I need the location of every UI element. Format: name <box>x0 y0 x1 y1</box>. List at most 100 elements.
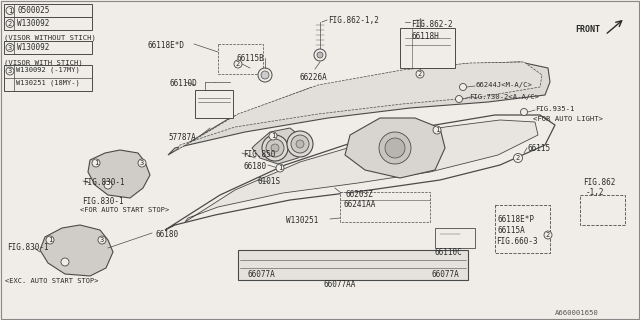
Text: 3: 3 <box>100 237 104 243</box>
Polygon shape <box>165 115 555 230</box>
Text: 1: 1 <box>48 237 52 243</box>
Circle shape <box>258 68 272 82</box>
Text: FIG.830-1: FIG.830-1 <box>7 243 49 252</box>
Text: <FOR AUTO LIGHT>: <FOR AUTO LIGHT> <box>533 116 603 122</box>
Text: 66244J<M-A/C>: 66244J<M-A/C> <box>475 82 532 88</box>
Text: 1: 1 <box>94 160 98 166</box>
Text: FIG.830-1: FIG.830-1 <box>83 178 125 187</box>
Text: W130251: W130251 <box>286 216 318 225</box>
Circle shape <box>269 132 277 140</box>
Polygon shape <box>252 128 305 164</box>
Text: 66241AA: 66241AA <box>343 200 376 209</box>
Text: 2: 2 <box>516 155 520 161</box>
Polygon shape <box>40 225 113 276</box>
Circle shape <box>276 164 284 172</box>
Text: FIG.935-1: FIG.935-1 <box>535 106 574 112</box>
Text: 66110C: 66110C <box>434 248 462 257</box>
Text: FIG.660-3: FIG.660-3 <box>496 237 538 246</box>
Polygon shape <box>185 120 538 222</box>
Text: -1,2: -1,2 <box>586 188 605 197</box>
Circle shape <box>266 139 284 157</box>
Text: 66077AA: 66077AA <box>323 280 355 289</box>
Text: W130092 (-17MY): W130092 (-17MY) <box>16 67 80 73</box>
Text: 66180: 66180 <box>155 230 178 239</box>
Text: 1: 1 <box>271 133 275 139</box>
Circle shape <box>138 159 146 167</box>
Text: FIG.830-1: FIG.830-1 <box>82 197 124 206</box>
Text: 1: 1 <box>8 7 12 13</box>
Text: 66118E*D: 66118E*D <box>148 41 185 50</box>
Text: 0500025: 0500025 <box>17 5 49 14</box>
Circle shape <box>6 44 14 52</box>
Text: 3: 3 <box>8 68 12 74</box>
Circle shape <box>291 135 309 153</box>
Circle shape <box>287 131 313 157</box>
Text: 2: 2 <box>236 61 240 67</box>
Circle shape <box>6 67 14 75</box>
Text: 66077A: 66077A <box>248 270 276 279</box>
Circle shape <box>234 60 242 68</box>
Bar <box>4 41 92 54</box>
Bar <box>218 44 263 74</box>
Polygon shape <box>168 62 550 155</box>
Circle shape <box>296 140 304 148</box>
Bar <box>238 250 468 280</box>
Text: 3: 3 <box>8 44 12 51</box>
Polygon shape <box>88 150 150 198</box>
Circle shape <box>385 138 405 158</box>
Text: <FOR AUTO START STOP>: <FOR AUTO START STOP> <box>80 207 169 213</box>
Circle shape <box>379 132 411 164</box>
Bar <box>4 65 92 91</box>
Bar <box>400 28 455 68</box>
Text: 66110D: 66110D <box>170 79 198 88</box>
Text: A660001650: A660001650 <box>555 310 599 316</box>
Text: FIG.862-1,2: FIG.862-1,2 <box>328 16 379 25</box>
Text: W130251 (18MY-): W130251 (18MY-) <box>16 79 80 86</box>
Circle shape <box>433 126 441 134</box>
Text: 1: 1 <box>278 165 282 171</box>
Circle shape <box>513 154 522 163</box>
Text: FIG.850: FIG.850 <box>243 150 275 159</box>
Bar <box>340 192 430 222</box>
Circle shape <box>317 52 323 58</box>
Bar <box>4 17 92 30</box>
Text: 0101S: 0101S <box>258 177 281 186</box>
Circle shape <box>46 236 54 244</box>
Text: 66118H: 66118H <box>411 32 439 41</box>
Circle shape <box>261 71 269 79</box>
Text: 66115A: 66115A <box>498 226 525 235</box>
Text: 1: 1 <box>435 127 439 133</box>
Text: FIG.862: FIG.862 <box>583 178 616 187</box>
Text: 57787A: 57787A <box>168 133 196 142</box>
Circle shape <box>456 95 463 102</box>
Circle shape <box>92 159 100 167</box>
Text: 66077A: 66077A <box>432 270 460 279</box>
Text: 66203Z: 66203Z <box>345 190 372 199</box>
Bar <box>435 228 475 248</box>
Bar <box>195 90 233 118</box>
Polygon shape <box>345 118 445 178</box>
Text: FIG.730-2<A-A/C>: FIG.730-2<A-A/C> <box>469 94 539 100</box>
Text: 66180: 66180 <box>244 162 267 171</box>
Text: <EXC. AUTO START STOP>: <EXC. AUTO START STOP> <box>5 278 99 284</box>
Text: 66115: 66115 <box>527 144 550 153</box>
Text: W130092: W130092 <box>17 43 49 52</box>
Text: FIG.862-2: FIG.862-2 <box>411 20 452 29</box>
Text: W130092: W130092 <box>17 19 49 28</box>
Text: (VISOR WITH STICH): (VISOR WITH STICH) <box>4 59 83 66</box>
Text: 2: 2 <box>8 20 12 27</box>
Circle shape <box>416 70 424 78</box>
Circle shape <box>262 135 288 161</box>
Circle shape <box>271 144 279 152</box>
Text: 2: 2 <box>418 71 422 77</box>
Text: 2: 2 <box>546 232 550 238</box>
Text: 3: 3 <box>140 160 144 166</box>
Text: 66226A: 66226A <box>299 73 327 82</box>
Circle shape <box>61 258 69 266</box>
Circle shape <box>314 49 326 61</box>
Bar <box>495 205 550 253</box>
Circle shape <box>6 6 14 14</box>
Circle shape <box>104 181 112 189</box>
Circle shape <box>520 108 527 116</box>
Bar <box>4 4 92 17</box>
